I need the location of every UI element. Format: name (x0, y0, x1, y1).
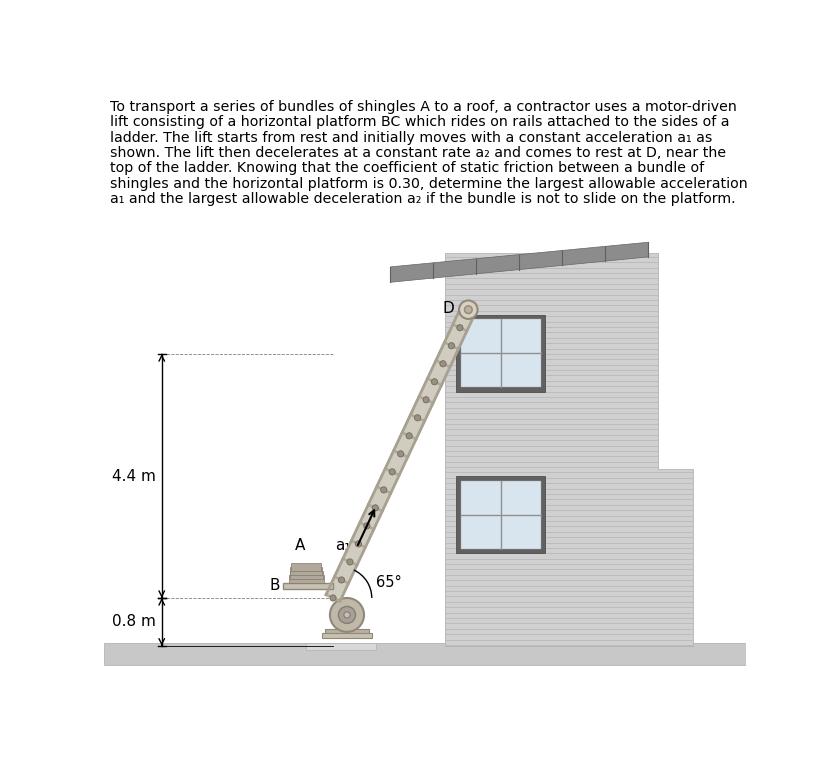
Circle shape (397, 451, 403, 457)
Circle shape (431, 379, 437, 385)
Text: A: A (295, 538, 305, 553)
Polygon shape (390, 242, 647, 282)
Bar (288, 575, 324, 583)
Circle shape (355, 541, 361, 547)
Text: shingles and the horizontal platform is 0.30, determine the largest allowable ac: shingles and the horizontal platform is … (109, 177, 747, 191)
Polygon shape (325, 307, 474, 601)
Circle shape (338, 607, 355, 623)
Bar (322, 633, 371, 638)
Bar (104, 643, 745, 665)
Bar (460, 481, 540, 549)
Bar (455, 476, 545, 553)
Text: ladder. The lift starts from rest and initially moves with a constant accelerati: ladder. The lift starts from rest and in… (109, 131, 711, 145)
Bar (291, 563, 321, 571)
Text: top of the ladder. Knowing that the coefficient of static friction between a bun: top of the ladder. Knowing that the coef… (109, 161, 703, 175)
Circle shape (338, 577, 344, 583)
Circle shape (406, 433, 412, 439)
Bar (460, 320, 540, 387)
Circle shape (448, 342, 454, 349)
Bar (306, 643, 375, 650)
Text: shown. The lift then decelerates at a constant rate a₂ and comes to rest at D, n: shown. The lift then decelerates at a co… (109, 146, 725, 160)
Circle shape (330, 595, 335, 601)
Text: C: C (335, 579, 345, 594)
Circle shape (372, 505, 378, 511)
Circle shape (456, 325, 462, 331)
Text: 4.4 m: 4.4 m (112, 469, 156, 483)
Circle shape (440, 361, 445, 367)
Circle shape (346, 559, 353, 565)
Text: 65°: 65° (375, 575, 401, 591)
Text: a₁ and the largest allowable deceleration a₂ if the bundle is not to slide on th: a₁ and the largest allowable deceleratio… (109, 193, 734, 206)
Text: To transport a series of bundles of shingles A to a roof, a contractor uses a mo: To transport a series of bundles of shin… (109, 100, 736, 114)
Circle shape (422, 396, 429, 403)
Bar (289, 571, 323, 578)
Polygon shape (444, 253, 691, 646)
Circle shape (344, 612, 349, 618)
Text: D: D (442, 301, 454, 316)
Circle shape (388, 469, 395, 475)
Bar (290, 567, 322, 575)
Circle shape (330, 598, 363, 632)
Circle shape (380, 487, 387, 493)
Circle shape (459, 301, 477, 319)
Circle shape (464, 306, 472, 314)
Bar (325, 629, 368, 636)
Bar (282, 583, 333, 589)
Text: lift consisting of a horizontal platform BC which rides on rails attached to the: lift consisting of a horizontal platform… (109, 115, 729, 129)
Text: 0.8 m: 0.8 m (112, 614, 156, 629)
Text: B: B (269, 578, 279, 593)
Circle shape (363, 523, 369, 529)
Text: a₁: a₁ (335, 538, 350, 552)
Bar (455, 314, 545, 392)
Circle shape (414, 415, 420, 421)
Circle shape (465, 307, 471, 313)
